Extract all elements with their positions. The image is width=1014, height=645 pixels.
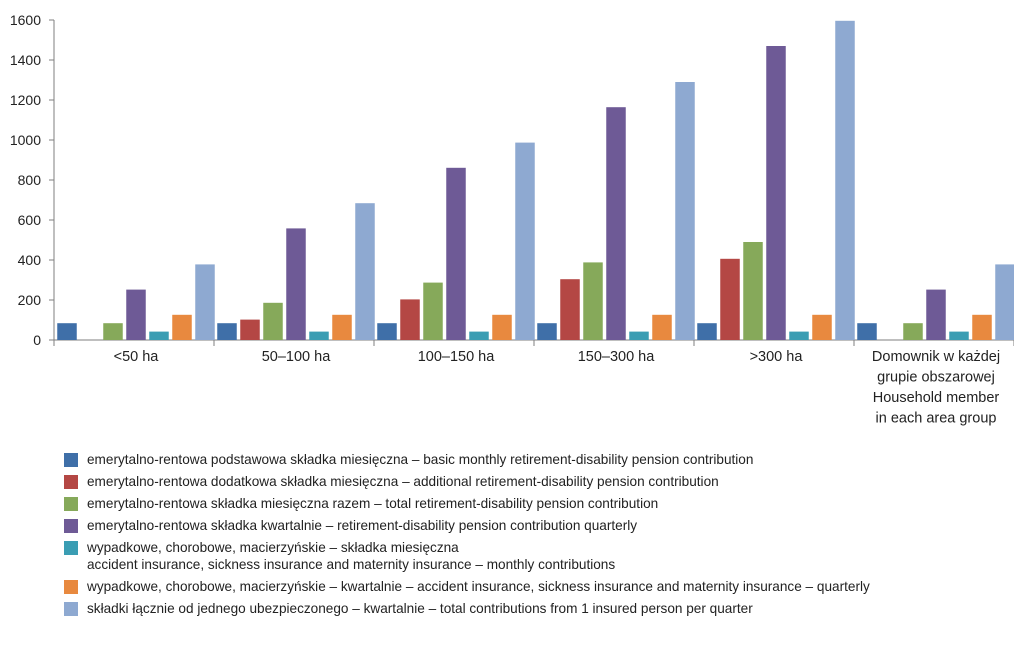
y-tick-label: 400 — [18, 252, 42, 268]
bar-6 — [972, 314, 992, 340]
bar-6 — [492, 314, 512, 340]
x-category-label: Domownik w każdej — [872, 349, 1000, 365]
legend-label: emerytalno-rentowa składka kwartalnie – … — [87, 518, 638, 533]
legend-swatch — [64, 541, 78, 555]
legend-label: emerytalno-rentowa dodatkowa składka mie… — [87, 474, 719, 489]
bar-6 — [812, 314, 832, 340]
legend-swatch — [64, 475, 78, 489]
bar-chart: 0 200 400 600 800 1000 1200 1400 1600 <50 ha 50–10… — [10, 12, 1014, 427]
bar-6 — [172, 314, 192, 340]
bar-3 — [743, 242, 763, 340]
x-category-label: Household member — [873, 390, 1000, 406]
bar-4 — [446, 167, 466, 340]
bar-5 — [949, 331, 969, 340]
bar-4 — [606, 107, 626, 340]
bar-4 — [286, 228, 306, 340]
bar-7 — [515, 142, 535, 340]
legend-swatch — [64, 602, 78, 616]
y-tick-label: 1600 — [10, 12, 41, 28]
bar-3 — [583, 262, 603, 340]
bar-3 — [263, 302, 283, 340]
bar-5 — [469, 331, 489, 340]
y-tick-label: 600 — [18, 212, 42, 228]
bar-1 — [217, 323, 237, 340]
chart-legend: emerytalno-rentowa podstawowa składka mi… — [64, 451, 870, 622]
legend-label: wypadkowe, chorobowe, macierzyńskie – sk… — [87, 540, 459, 555]
bar-2 — [720, 258, 740, 340]
legend-swatch — [64, 519, 78, 533]
legend-label: składki łącznie od jednego ubezpieczoneg… — [87, 601, 753, 616]
x-category-label: 150–300 ha — [578, 349, 656, 365]
bar-6 — [332, 314, 352, 340]
bar-4 — [926, 289, 946, 340]
y-tick-label: 800 — [18, 172, 42, 188]
x-category-label: >300 ha — [750, 349, 804, 365]
bar-3 — [103, 323, 123, 340]
bar-4 — [766, 46, 786, 340]
y-tick-label: 0 — [33, 332, 41, 348]
legend-swatch — [64, 580, 78, 594]
bar-7 — [355, 203, 375, 340]
legend-item: emerytalno-rentowa składka kwartalnie – … — [64, 517, 870, 534]
bar-5 — [149, 331, 169, 340]
x-category-label: in each area group — [876, 411, 997, 427]
legend-item: wypadkowe, chorobowe, macierzyńskie – kw… — [64, 578, 870, 595]
legend-item: emerytalno-rentowa dodatkowa składka mie… — [64, 473, 870, 490]
bar-7 — [675, 82, 695, 340]
bar-1 — [537, 323, 557, 340]
bar-4 — [126, 289, 146, 340]
x-category-label: grupie obszarowej — [877, 370, 995, 386]
x-category-label: 50–100 ha — [262, 349, 331, 365]
legend-item: emerytalno-rentowa podstawowa składka mi… — [64, 451, 870, 468]
legend-swatch — [64, 453, 78, 467]
bar-2 — [400, 299, 420, 340]
legend-label-line2: accident insurance, sickness insurance a… — [87, 557, 616, 572]
y-tick-label: 200 — [18, 292, 42, 308]
bar-3 — [903, 323, 923, 340]
bar-5 — [789, 331, 809, 340]
y-tick-label: 1200 — [10, 92, 41, 108]
legend-label: emerytalno-rentowa składka miesięczna ra… — [87, 496, 659, 511]
bar-2 — [240, 319, 260, 340]
x-category-label: <50 ha — [114, 349, 160, 365]
bar-7 — [195, 264, 215, 340]
bar-1 — [697, 323, 717, 340]
bar-6 — [652, 314, 672, 340]
bar-5 — [309, 331, 329, 340]
y-tick-label: 1000 — [10, 132, 41, 148]
legend-label: emerytalno-rentowa podstawowa składka mi… — [87, 452, 754, 467]
bar-3 — [423, 282, 443, 340]
legend-swatch — [64, 497, 78, 511]
legend-label: wypadkowe, chorobowe, macierzyńskie – kw… — [87, 579, 870, 594]
bar-2 — [560, 279, 580, 340]
x-category-label: 100–150 ha — [418, 349, 496, 365]
legend-item: składki łącznie od jednego ubezpieczoneg… — [64, 600, 870, 617]
bar-1 — [57, 323, 77, 340]
legend-item: emerytalno-rentowa składka miesięczna ra… — [64, 495, 870, 512]
bar-1 — [857, 323, 877, 340]
bar-5 — [629, 331, 649, 340]
bar-7 — [995, 264, 1014, 340]
bar-1 — [377, 323, 397, 340]
y-tick-label: 1400 — [10, 52, 41, 68]
bar-7 — [835, 20, 855, 341]
legend-item: wypadkowe, chorobowe, macierzyńskie – sk… — [64, 539, 870, 573]
